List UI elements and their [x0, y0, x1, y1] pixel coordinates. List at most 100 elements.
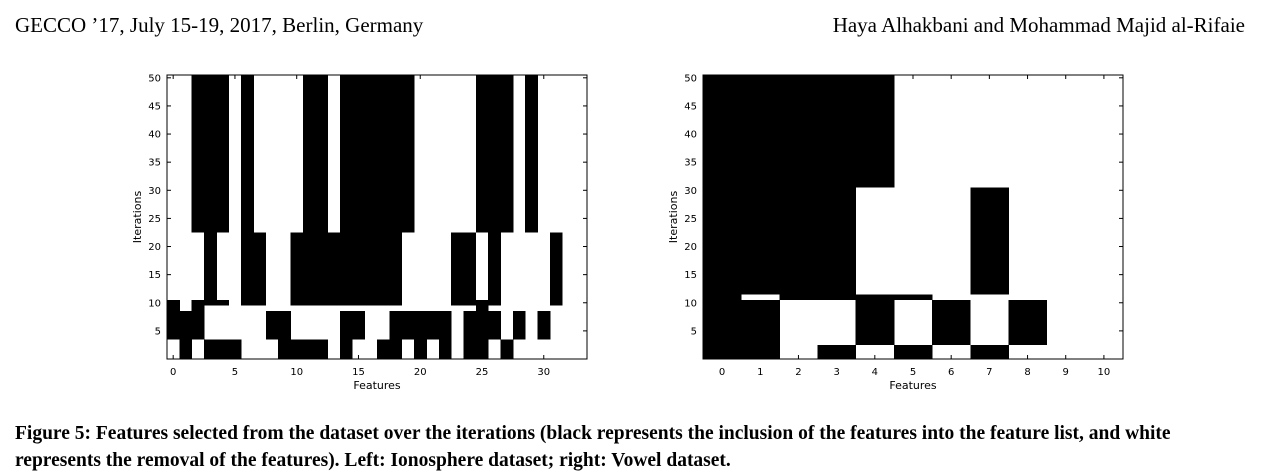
heatmap-cell: [179, 311, 193, 340]
heatmap-cell: [475, 75, 489, 233]
heatmap-cell: [401, 311, 415, 340]
heatmap-cell: [741, 299, 780, 359]
y-tick-label: 20: [684, 242, 697, 253]
heatmap-cell: [339, 75, 353, 233]
y-tick-label: 40: [148, 130, 161, 141]
y-axis-label: Iterations: [131, 191, 144, 244]
heatmap-cell: [377, 75, 390, 306]
x-tick-label: 5: [232, 367, 238, 378]
y-tick-label: 30: [148, 186, 161, 197]
heatmap-cell: [167, 311, 180, 340]
heatmap-cell: [327, 232, 341, 306]
heatmap-cell: [265, 311, 279, 340]
heatmap-cell: [438, 339, 452, 359]
heatmap-cell: [290, 232, 304, 306]
x-tick-label: 9: [1063, 367, 1069, 378]
heatmap-cell: [463, 232, 477, 306]
heatmap-cell: [488, 75, 501, 306]
heatmap-cell: [302, 339, 316, 359]
x-tick-label: 4: [872, 367, 878, 378]
x-tick-label: 0: [719, 367, 725, 378]
running-head-venue: GECCO ’17, July 15-19, 2017, Berlin, Ger…: [15, 13, 424, 37]
x-tick-label: 5: [910, 367, 916, 378]
heatmap-cell: [463, 339, 477, 359]
heatmap-cell: [167, 299, 180, 312]
y-tick-label: 35: [684, 158, 697, 169]
heatmap-cell: [970, 344, 1009, 359]
y-tick-label: 35: [148, 158, 161, 169]
heatmap-cell: [703, 75, 742, 359]
heatmap-cell: [779, 75, 818, 300]
x-tick-label: 1: [757, 367, 763, 378]
x-tick-label: 30: [537, 367, 550, 378]
x-axis-label: Features: [353, 379, 401, 392]
heatmap-cell: [512, 311, 526, 340]
heatmap-cell: [932, 299, 971, 345]
y-tick-label: 15: [684, 270, 697, 281]
heatmap-cell: [204, 339, 217, 359]
heatmap-cell: [401, 75, 415, 233]
x-tick-label: 20: [414, 367, 427, 378]
y-tick-label: 20: [148, 242, 161, 253]
heatmap-cell: [525, 75, 538, 233]
heatmap-cell: [339, 311, 353, 359]
heatmap-cell: [389, 311, 403, 359]
heatmap-cell: [352, 75, 366, 306]
figure-caption: Figure 5: Features selected from the dat…: [15, 423, 1171, 471]
heatmap-cell: [216, 299, 230, 306]
x-tick-label: 0: [170, 367, 176, 378]
heatmap-cell: [191, 75, 205, 233]
heatmap-cell: [389, 75, 403, 306]
heatmap-cell: [438, 311, 452, 340]
heatmap-cell: [377, 339, 390, 359]
y-tick-label: 40: [684, 130, 697, 141]
x-tick-label: 15: [352, 367, 365, 378]
x-tick-label: 10: [1098, 367, 1111, 378]
heatmap-cell: [414, 311, 427, 340]
x-tick-label: 8: [1024, 367, 1030, 378]
y-tick-label: 25: [684, 214, 697, 225]
y-tick-label: 15: [148, 270, 161, 281]
heatmap-cell: [741, 75, 780, 295]
y-tick-label: 50: [684, 73, 697, 84]
heatmap-cell: [315, 339, 328, 359]
x-tick-label: 10: [290, 367, 303, 378]
heatmap-cell: [315, 75, 328, 306]
y-tick-label: 10: [148, 298, 161, 309]
heatmap-cell: [893, 344, 933, 359]
heatmap-cell: [488, 311, 501, 340]
y-tick-label: 10: [684, 298, 697, 309]
heatmap-cell: [228, 339, 242, 359]
heatmap-cell: [352, 311, 366, 340]
heatmap-cell: [241, 75, 254, 306]
heatmap-cell: [500, 339, 514, 359]
heatmap-cell: [463, 311, 477, 340]
heatmap-cell: [549, 232, 563, 306]
heatmap-cell: [855, 75, 895, 188]
y-tick-label: 45: [148, 101, 161, 112]
plot-frame: [166, 74, 588, 360]
heatmap-cell: [855, 294, 895, 345]
ionosphere-heatmap: 5 10 15 20 25 30 35 40 45 50 0 5 10 15 20 25 30 Features I…: [131, 73, 588, 392]
x-tick-label: 2: [795, 367, 801, 378]
y-tick-label: 45: [684, 101, 697, 112]
heatmap-cell: [817, 344, 857, 359]
heatmap-cell: [817, 75, 857, 300]
heatmap-cell: [339, 232, 353, 306]
heatmap-cell: [414, 339, 427, 359]
heatmap-cell: [475, 299, 489, 359]
heatmap-cell: [278, 311, 291, 359]
x-tick-label: 25: [476, 367, 489, 378]
heatmap-cell: [216, 75, 230, 233]
heatmap-cell: [537, 311, 551, 340]
heatmap-cell: [216, 339, 230, 359]
y-axis-label: Iterations: [667, 191, 680, 244]
heatmap-cell: [451, 232, 464, 306]
heatmap-cell: [302, 75, 316, 306]
heatmap-cell: [500, 75, 514, 233]
heatmap-cell: [426, 311, 440, 340]
heatmap-cell: [253, 232, 267, 306]
heatmap-cell: [204, 75, 217, 306]
heatmap-cell: [893, 294, 933, 300]
